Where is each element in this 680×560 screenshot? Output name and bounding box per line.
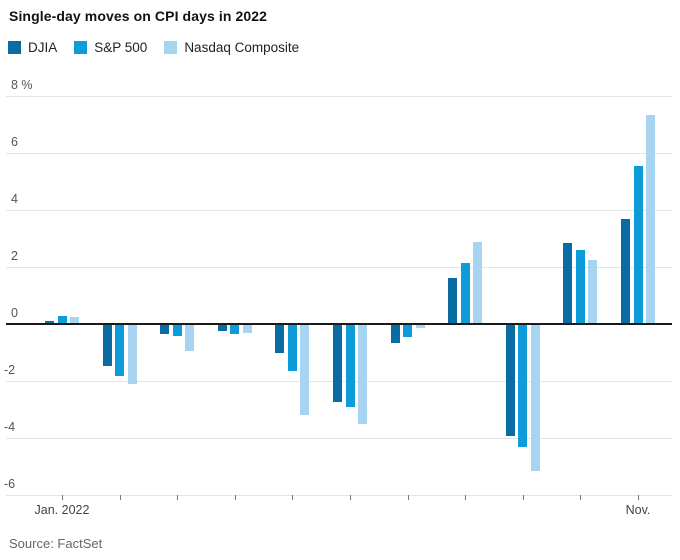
bar-djia-8 [505,324,515,437]
legend-label-nasdaq: Nasdaq Composite [184,40,300,55]
bar-s-p-500-9 [575,249,585,324]
bar-djia-0 [45,320,54,324]
gridline-2 [6,267,672,268]
source-note: Source: FactSet [9,536,103,551]
bar-djia-1 [102,324,112,366]
bar-djia-4 [275,324,285,354]
x-tick-10 [638,495,639,500]
x-tick-0 [62,495,63,500]
x-tick-6 [407,495,409,500]
y-axis-label--2: -2 [4,363,16,377]
bar-s-p-500-10 [633,166,643,324]
y-axis-label-6: 6 [11,135,18,149]
gridline-8 [6,96,672,97]
gridline--4 [6,438,672,439]
bar-s-p-500-6 [403,324,413,337]
bar-s-p-500-3 [230,324,240,334]
x-tick-2 [177,495,179,500]
y-axis-label--6: -6 [4,477,16,491]
bar-s-p-500-5 [345,324,355,407]
bar-djia-9 [563,243,573,324]
bar-nasdaq-composite-4 [300,324,310,415]
legend-item-sp500: S&P 500 [74,40,147,55]
y-axis-label-4: 4 [11,192,18,206]
y-axis-label-0: 0 [11,306,18,320]
x-tick-1 [119,495,121,500]
legend-label-sp500: S&P 500 [94,40,148,55]
x-tick-3 [234,495,236,500]
bar-nasdaq-composite-0 [70,317,79,324]
djia-swatch-icon [8,41,21,54]
legend: DJIA S&P 500 Nasdaq Composite [8,40,299,55]
bar-djia-5 [333,324,342,402]
bar-djia-10 [621,218,630,324]
bar-nasdaq-composite-8 [530,324,540,472]
y-axis-label-2: 2 [11,249,18,263]
bar-s-p-500-7 [460,263,470,324]
sp500-swatch-icon [74,41,88,54]
bar-djia-2 [160,324,170,334]
legend-item-djia: DJIA [8,40,57,55]
gridline-6 [6,153,672,154]
bar-djia-3 [217,324,227,332]
x-axis-zero-line [6,323,672,325]
gridline--6 [6,495,672,496]
legend-label-djia: DJIA [28,40,58,55]
bar-s-p-500-2 [172,324,182,337]
x-tick-7 [465,495,467,500]
bar-s-p-500-8 [518,324,528,448]
bar-s-p-500-1 [115,324,125,376]
x-tick-8 [522,495,524,500]
x-tick-5 [350,495,351,500]
x-axis-label-nov-: Nov. [625,503,651,517]
bar-djia-7 [448,277,458,324]
y-axis-label--4: -4 [4,420,16,434]
bar-nasdaq-composite-6 [415,324,425,329]
bar-djia-6 [390,324,400,344]
nasdaq-swatch-icon [164,41,178,54]
x-tick-4 [292,495,294,500]
bar-nasdaq-composite-9 [588,260,598,324]
bar-nasdaq-composite-3 [242,324,252,333]
x-tick-9 [580,495,582,500]
bar-s-p-500-4 [287,324,297,371]
bar-nasdaq-composite-10 [646,114,655,324]
chart-title: Single-day moves on CPI days in 2022 [9,8,268,24]
bar-nasdaq-composite-7 [473,241,483,324]
bar-nasdaq-composite-1 [127,324,137,384]
gridline-4 [6,210,672,211]
bar-s-p-500-0 [57,316,67,324]
bar-nasdaq-composite-2 [185,324,195,352]
legend-item-nasdaq: Nasdaq Composite [164,40,299,55]
x-axis-label-jan-2022: Jan. 2022 [34,503,90,517]
bar-nasdaq-composite-5 [358,324,367,425]
y-axis-label-8: 8 % [11,78,33,92]
